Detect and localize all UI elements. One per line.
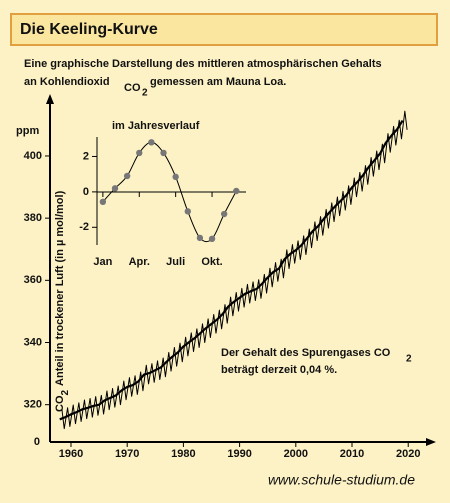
y-label-subscript: 2: [60, 390, 71, 396]
data-point: [184, 208, 191, 215]
y-tick-label: -2: [79, 221, 89, 233]
x-tick-label: Juli: [166, 256, 185, 268]
y-label-text: Anteil in trockener Luft (in µ mol/mol): [54, 190, 66, 386]
x-tick-label: Apr.: [129, 256, 150, 268]
data-line: [59, 119, 404, 421]
title-box: [10, 13, 438, 46]
data-point: [99, 198, 107, 205]
subtitle-subscript: 2: [142, 88, 148, 99]
y-arrow: [46, 94, 54, 104]
x-tick-label: Jan: [93, 256, 112, 268]
x-tick-label: 2010: [340, 448, 364, 460]
data-point: [148, 139, 155, 146]
x-tick-label: 1970: [115, 448, 139, 460]
x-arrow: [426, 438, 436, 446]
y-tick-label: 320: [24, 399, 42, 411]
y-origin-label: 0: [34, 436, 40, 448]
data-point: [136, 149, 143, 157]
data-point: [208, 235, 216, 243]
data-point: [123, 172, 131, 180]
annotation: beträgt derzeit 0,04 %.: [221, 364, 337, 376]
y-tick-label: 340: [24, 336, 42, 348]
x-tick-label: 1960: [59, 448, 83, 460]
y-axis-label: CO2 Anteil in trockener Luft (in µ mol/mo…: [54, 190, 71, 412]
y-tick-label: 2: [83, 150, 89, 162]
annotation: Der Gehalt des Spurengases CO: [221, 347, 391, 359]
data-point: [111, 185, 119, 192]
data-line: [61, 110, 408, 430]
data-point: [233, 187, 240, 195]
data-point: [160, 149, 167, 157]
x-tick-label: 1980: [171, 448, 195, 460]
data-point: [196, 234, 204, 242]
y-tick-label: 360: [24, 274, 42, 286]
y-tick-label: 380: [24, 212, 42, 224]
data-point: [220, 210, 228, 218]
subtitle-line: Eine graphische Darstellung des mittlere…: [24, 58, 382, 70]
subtitle-formula: CO: [124, 82, 141, 94]
data-point: [172, 173, 179, 181]
footer: www.schule-studium.de: [268, 472, 415, 488]
y-label-formula: CO: [54, 395, 66, 412]
x-tick-label: 2000: [284, 448, 308, 460]
title: Die Keeling-Kurve: [20, 21, 158, 38]
annotation-subscript: 2: [406, 354, 412, 365]
x-tick-label: 1990: [227, 448, 251, 460]
y-unit: ppm: [16, 125, 39, 137]
x-tick-label: Okt.: [201, 256, 222, 268]
x-tick-label: 2020: [396, 448, 420, 460]
y-tick-label: 0: [83, 186, 89, 198]
y-tick-label: 400: [24, 150, 42, 162]
subtitle-line: an Kohlendioxid: [24, 76, 110, 88]
inset-title: im Jahresverlauf: [112, 120, 200, 132]
subtitle-line: gemessen am Mauna Loa.: [150, 76, 286, 88]
